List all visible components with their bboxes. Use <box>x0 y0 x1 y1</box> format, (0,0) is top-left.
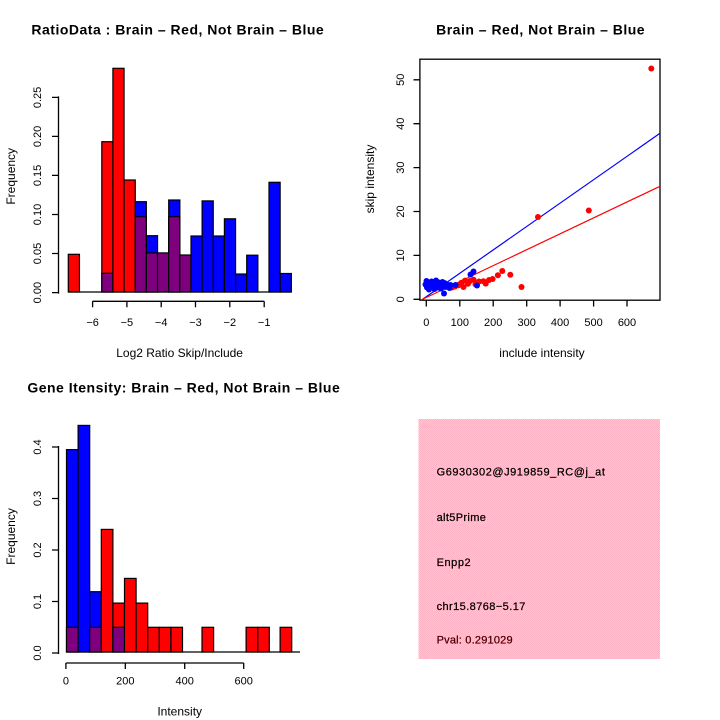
svg-text:600: 600 <box>618 317 636 329</box>
svg-text:−3: −3 <box>189 317 202 329</box>
svg-text:0: 0 <box>63 676 69 688</box>
svg-text:0.2: 0.2 <box>32 542 44 557</box>
svg-text:alt5Prime: alt5Prime <box>437 512 487 524</box>
svg-text:−4: −4 <box>155 317 168 329</box>
svg-text:−5: −5 <box>121 317 134 329</box>
svg-text:0.0: 0.0 <box>32 645 44 660</box>
svg-text:50: 50 <box>395 74 407 86</box>
svg-text:200: 200 <box>116 676 134 688</box>
svg-text:Pval: 0.291029: Pval: 0.291029 <box>437 635 513 647</box>
svg-text:30: 30 <box>395 161 407 173</box>
svg-text:−2: −2 <box>224 317 237 329</box>
svg-text:G6930302@J919859_RC@j_at: G6930302@J919859_RC@j_at <box>437 467 606 479</box>
svg-text:0: 0 <box>423 317 429 329</box>
svg-text:Brain – Red, Not Brain – Blue: Brain – Red, Not Brain – Blue <box>436 22 645 38</box>
svg-text:0.1: 0.1 <box>32 594 44 609</box>
svg-text:600: 600 <box>235 676 253 688</box>
svg-text:Log2 Ratio Skip/Include: Log2 Ratio Skip/Include <box>116 346 243 360</box>
svg-text:300: 300 <box>518 317 536 329</box>
svg-text:200: 200 <box>484 317 502 329</box>
svg-text:Frequency: Frequency <box>4 148 18 205</box>
svg-text:0.05: 0.05 <box>32 243 44 264</box>
svg-text:Enpp2: Enpp2 <box>437 557 472 569</box>
svg-text:0.10: 0.10 <box>32 204 44 225</box>
svg-text:0.4: 0.4 <box>32 439 44 454</box>
svg-text:skip intensity: skip intensity <box>363 145 377 214</box>
svg-text:−1: −1 <box>258 317 271 329</box>
svg-text:10: 10 <box>395 249 407 261</box>
svg-text:Intensity: Intensity <box>157 705 202 719</box>
svg-text:0.00: 0.00 <box>32 282 44 303</box>
svg-text:0: 0 <box>395 296 407 302</box>
svg-text:20: 20 <box>395 205 407 217</box>
svg-text:400: 400 <box>176 676 194 688</box>
svg-text:−6: −6 <box>86 317 99 329</box>
svg-text:0.25: 0.25 <box>32 87 44 108</box>
svg-text:0.15: 0.15 <box>32 165 44 186</box>
svg-text:RatioData : Brain – Red, Not B: RatioData : Brain – Red, Not Brain – Blu… <box>31 22 324 38</box>
svg-text:Frequency: Frequency <box>4 508 18 565</box>
svg-text:Gene Itensity: Brain – Red, No: Gene Itensity: Brain – Red, Not Brain – … <box>27 380 340 396</box>
svg-text:500: 500 <box>584 317 602 329</box>
svg-text:include intensity: include intensity <box>499 346 584 360</box>
svg-text:chr15.8768−5.17: chr15.8768−5.17 <box>437 601 526 613</box>
svg-text:0.3: 0.3 <box>32 491 44 506</box>
svg-text:40: 40 <box>395 118 407 130</box>
svg-text:400: 400 <box>551 317 569 329</box>
svg-text:100: 100 <box>451 317 469 329</box>
svg-text:0.20: 0.20 <box>32 126 44 147</box>
